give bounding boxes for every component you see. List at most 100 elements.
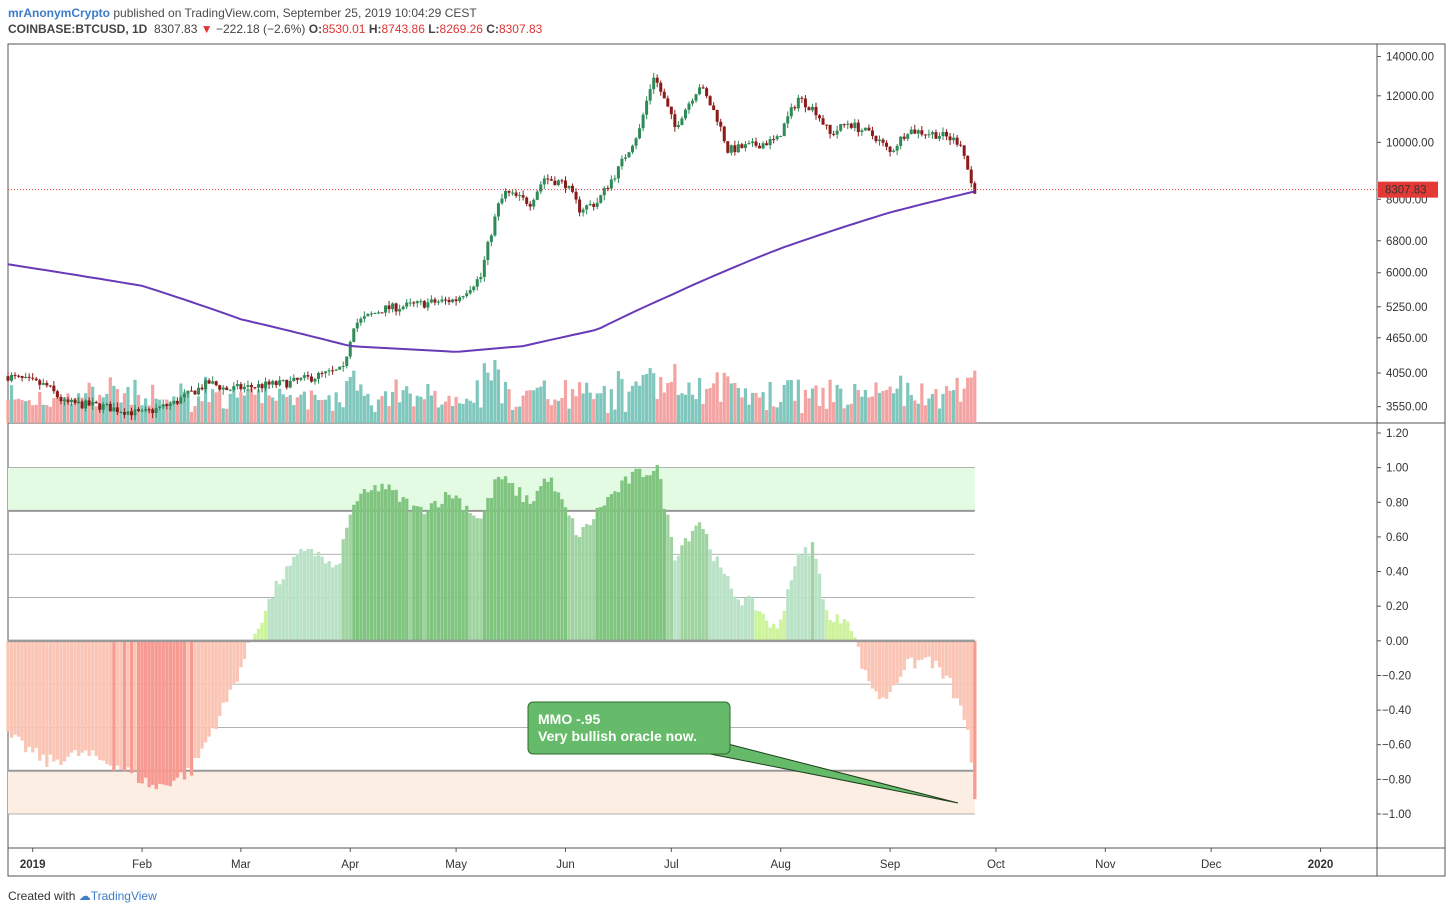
osc-tick-label: 1.20 <box>1386 428 1408 440</box>
osc-bar <box>966 640 970 730</box>
volume-bar <box>285 396 289 423</box>
volume-bar <box>359 384 363 423</box>
candle-body <box>655 77 659 83</box>
volume-bar <box>676 394 680 423</box>
volume-bar <box>461 403 465 423</box>
volume-bar <box>895 388 899 423</box>
osc-bar <box>913 640 917 669</box>
volume-bar <box>683 394 688 423</box>
volume-bar <box>20 400 24 423</box>
candle-body <box>197 387 201 395</box>
volume-bar <box>313 394 317 423</box>
osc-bar <box>151 640 155 785</box>
candle-body <box>451 299 455 303</box>
candle-body <box>641 114 645 129</box>
volume-bar <box>510 409 515 423</box>
tradingview-link[interactable]: TradingView <box>90 889 157 903</box>
candle-body <box>701 87 705 89</box>
osc-bar <box>870 640 875 689</box>
volume-bar <box>299 394 303 423</box>
candle-body <box>193 390 197 395</box>
volume-bar <box>535 387 539 423</box>
candle-body <box>796 97 800 109</box>
author-link[interactable]: mrAnonymCrypto <box>8 6 111 20</box>
volume-bar <box>348 377 352 423</box>
osc-bar <box>158 640 162 784</box>
candle-body <box>945 131 949 137</box>
osc-bar <box>253 633 257 641</box>
osc-bar <box>334 564 338 641</box>
candle-body <box>606 187 610 189</box>
volume-bar <box>694 399 698 423</box>
osc-bar <box>645 475 649 641</box>
osc-bar <box>800 554 804 641</box>
volume-bar <box>750 392 755 423</box>
candlesticks <box>6 72 977 421</box>
osc-bar <box>390 490 395 641</box>
volume-bar <box>620 378 624 423</box>
volume-bars <box>6 359 977 423</box>
osc-bar <box>892 640 896 686</box>
candle-body <box>828 124 832 134</box>
osc-bar <box>433 500 437 641</box>
candle-body <box>189 390 193 392</box>
annotation-callout[interactable]: MMO -.95 Very bullish oracle now. <box>527 701 959 804</box>
volume-bar <box>426 383 430 423</box>
oscillator-axis[interactable]: 1.20 1.00 0.80 0.60 0.40 0.20 0.00 −0.20 −0.40 −0… <box>1377 428 1411 821</box>
candle-body <box>740 144 744 148</box>
volume-bar <box>225 408 229 423</box>
osc-bar <box>285 566 289 641</box>
osc-bar <box>383 489 388 641</box>
volume-bar <box>436 407 441 423</box>
candle-body <box>532 199 536 207</box>
osc-bar <box>937 640 942 668</box>
osc-bar <box>295 553 300 641</box>
osc-bar <box>228 640 232 690</box>
osc-bar <box>877 640 882 700</box>
volume-bar <box>281 394 285 423</box>
candle-body <box>137 409 141 411</box>
volume-bar <box>369 405 374 423</box>
osc-bar <box>144 640 148 778</box>
osc-bar <box>824 610 829 641</box>
candle-body <box>856 122 860 132</box>
volume-bar <box>680 393 684 423</box>
candle-body <box>758 145 762 149</box>
candle-body <box>853 122 857 128</box>
volume-bar <box>468 400 472 423</box>
candle-body <box>733 145 737 153</box>
callout-box[interactable] <box>527 701 731 755</box>
time-axis[interactable]: 2019 Feb Mar Apr May Jun Jul Aug Sep Oct Nov Dec 202… <box>20 848 1333 871</box>
candle-body <box>567 185 571 189</box>
candle-body <box>913 129 917 134</box>
price-axis[interactable]: 14000.0012000.0010000.008000.006800.0060… <box>1377 51 1438 414</box>
osc-bar <box>327 561 331 641</box>
volume-bar <box>496 369 501 423</box>
osc-bar <box>821 599 825 641</box>
candle-body <box>676 125 680 128</box>
osc-bar <box>45 640 49 767</box>
volume-bar <box>941 393 945 423</box>
volume-bar <box>249 388 254 423</box>
osc-bar <box>546 481 550 641</box>
candle-body <box>429 299 433 303</box>
osc-bar <box>256 628 261 641</box>
osc-bar <box>634 468 638 641</box>
volume-bar <box>458 403 462 423</box>
candle-body <box>158 406 162 408</box>
candle-body <box>59 396 63 402</box>
candle-body <box>902 136 906 139</box>
volume-bar <box>246 388 250 423</box>
candle-body <box>959 144 963 146</box>
oscillator-panel <box>6 464 977 815</box>
osc-bar <box>239 640 243 668</box>
volume-bar <box>761 392 765 423</box>
osc-bar <box>161 640 165 785</box>
candle-body <box>246 385 250 387</box>
osc-bar <box>849 631 853 641</box>
osc-bar <box>52 640 56 762</box>
volume-bar <box>482 363 486 423</box>
candle-body <box>405 302 409 307</box>
osc-tick-label: −0.40 <box>1382 705 1411 717</box>
